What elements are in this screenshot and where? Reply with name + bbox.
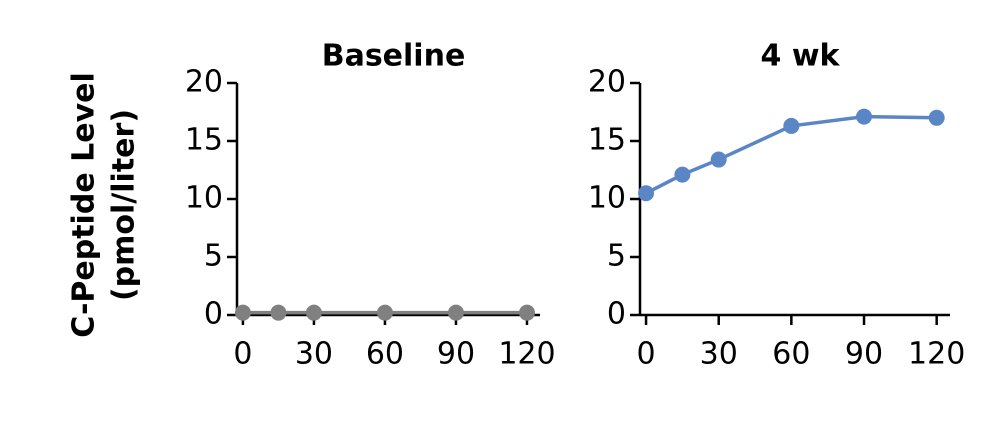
y-tick-label: 20 [588,65,626,100]
y-tick-label: 0 [204,297,223,332]
x-tick-label: 90 [437,337,475,372]
data-point [710,151,727,168]
y-tick-label: 0 [607,297,626,332]
y-axis-label: (pmol/liter) [107,109,142,301]
data-point [518,304,535,321]
x-tick-label: 120 [498,337,555,372]
x-tick-label: 0 [637,337,656,372]
y-tick-label: 10 [588,181,626,216]
y-tick-label: 5 [607,239,626,274]
chart-title: Baseline [322,39,466,74]
chart-title: 4 wk [761,39,841,74]
data-point [270,304,287,321]
y-tick-label: 10 [185,181,223,216]
y-tick-label: 15 [185,123,223,158]
data-point [376,304,393,321]
x-tick-label: 120 [908,337,965,372]
x-tick-label: 0 [233,337,252,372]
data-point [638,185,655,202]
x-tick-label: 60 [366,337,404,372]
y-tick-label: 20 [185,65,223,100]
x-tick-label: 90 [845,337,883,372]
data-point [234,304,251,321]
y-tick-label: 5 [204,239,223,274]
data-point [305,304,322,321]
data-point [447,304,464,321]
x-tick-label: 60 [772,337,810,372]
x-tick-label: 30 [295,337,333,372]
y-axis-label: C-Peptide Level [67,72,102,338]
y-tick-label: 15 [588,123,626,158]
data-point [928,109,945,126]
data-point [674,166,691,183]
data-point [856,108,873,125]
x-tick-label: 30 [700,337,738,372]
data-point [783,117,800,134]
